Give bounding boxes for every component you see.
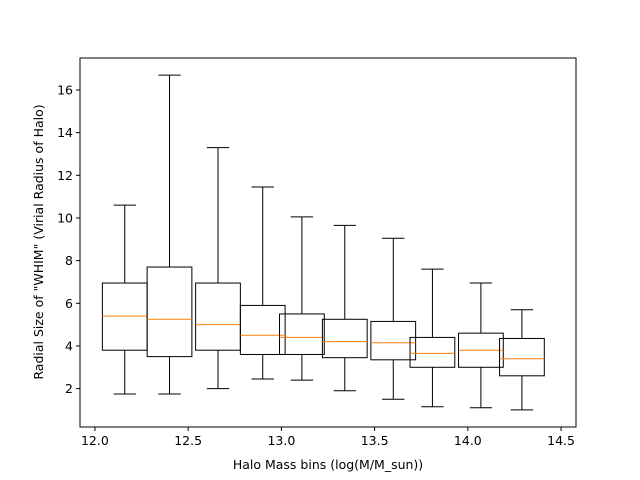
plot-marks [101,74,545,411]
box-group [409,268,456,408]
x-tick-label: 14.0 [454,433,482,448]
box-group [458,282,504,409]
iqr-box [101,282,148,351]
plot-frame [79,57,577,428]
iqr-box [321,318,368,359]
box-group [279,216,325,381]
iqr-box [499,337,545,377]
box-group [146,74,193,395]
iqr-box [239,304,286,355]
iqr-box [195,282,241,351]
y-tick-label: 2 [65,381,73,396]
y-axis-ticks: 2 4 6 8 10 12 14 16 [57,82,80,396]
x-tick-label: 12.0 [81,433,109,448]
box-group [101,204,148,395]
box-group [321,224,368,392]
y-tick-label: 8 [65,253,73,268]
y-tick-label: 14 [57,125,73,140]
box-group [239,186,286,380]
x-axis-ticks: 12.0 12.5 13.0 13.5 14.0 14.5 [81,427,575,448]
x-tick-label: 14.5 [547,433,575,448]
box-group [370,237,417,400]
x-tick-label: 13.5 [361,433,389,448]
box-group [195,147,241,390]
y-tick-label: 16 [57,82,73,97]
iqr-box [370,320,417,361]
y-tick-label: 6 [65,296,73,311]
iqr-box [279,313,325,355]
x-axis-label: Halo Mass bins (log(M/M_sun)) [233,457,423,472]
y-tick-label: 12 [57,168,73,183]
y-tick-label: 10 [57,210,73,225]
box-group [499,309,545,411]
iqr-box [409,336,456,368]
x-tick-label: 13.0 [267,433,295,448]
y-axis-label: Radial Size of "WHIM" (Virial Radius of … [31,104,46,379]
y-tick-label: 4 [65,338,73,353]
iqr-box [146,266,193,358]
x-tick-label: 12.5 [174,433,202,448]
